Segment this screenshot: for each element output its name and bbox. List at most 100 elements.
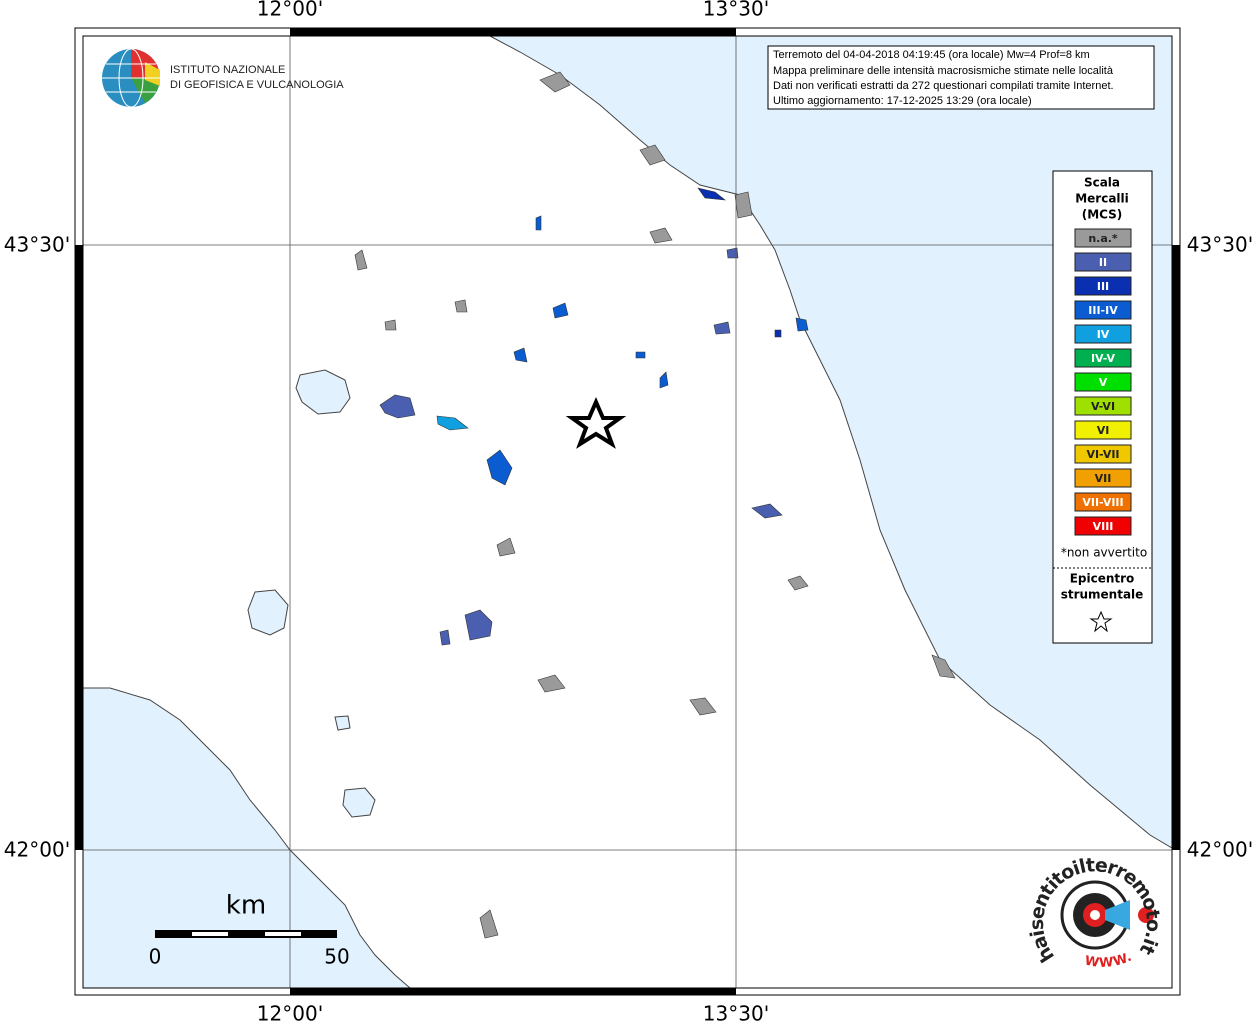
- scale-unit: km: [226, 891, 266, 921]
- lake: [247, 589, 289, 636]
- lake: [334, 715, 351, 731]
- badge-target: [1090, 910, 1100, 920]
- lat-label: 42°00': [4, 838, 70, 862]
- legend: Scala Mercalli (MCS) *non avvertito Epic…: [1052, 170, 1153, 644]
- town: [513, 347, 528, 363]
- town: [454, 299, 468, 313]
- frame-bar: [75, 245, 83, 850]
- legend-swatch: [1074, 396, 1132, 416]
- scale-start: 0: [149, 945, 162, 969]
- town: [535, 215, 542, 231]
- legend-label: n.a.*: [1088, 232, 1118, 245]
- legend-label: VIII: [1093, 520, 1114, 533]
- lat-label: 43°30': [4, 233, 70, 257]
- town: [795, 317, 809, 332]
- town: [464, 609, 493, 641]
- lon-label: 13°30': [703, 0, 769, 21]
- town: [439, 629, 451, 646]
- legend-label: VII: [1095, 472, 1112, 485]
- legend-swatch: [1074, 348, 1132, 368]
- legend-swatch: [1074, 444, 1132, 464]
- town: [379, 394, 416, 419]
- legend-swatch: [1074, 492, 1132, 512]
- town: [639, 144, 666, 166]
- legend-label: IV: [1097, 328, 1110, 341]
- frame-bar: [290, 28, 736, 36]
- town: [734, 191, 753, 219]
- legend-epicenter: Epicentro: [1070, 572, 1135, 586]
- scale-bar-segment: [265, 932, 301, 936]
- legend-swatch: [1074, 228, 1132, 248]
- epicenter-star: [565, 397, 627, 449]
- town: [659, 371, 669, 389]
- town: [436, 415, 469, 431]
- legend-label: II: [1099, 256, 1107, 269]
- legend-swatch: [1074, 468, 1132, 488]
- legend-label: VI: [1097, 424, 1110, 437]
- lake: [342, 787, 376, 818]
- town: [479, 909, 499, 939]
- scale-bar-body: [155, 930, 337, 938]
- town: [689, 697, 717, 716]
- info-line: Dati non verificati estratti da 272 ques…: [773, 80, 1114, 92]
- legend-title: (MCS): [1082, 208, 1123, 222]
- badge-question: [1138, 907, 1154, 923]
- ingv-logo: ISTITUTO NAZIONALE DI GEOFISICA E VULCAN…: [102, 48, 344, 108]
- town: [726, 247, 739, 259]
- town: [931, 654, 956, 679]
- badge-speaker: [1105, 900, 1130, 930]
- logo-text: ISTITUTO NAZIONALE: [170, 64, 285, 76]
- adriatic-sea: [489, 35, 1173, 849]
- logo-text: DI GEOFISICA E VULCANOLOGIA: [170, 79, 344, 91]
- town: [537, 674, 566, 693]
- legend-swatch: [1074, 252, 1132, 272]
- town: [649, 227, 673, 244]
- scale-end: 50: [324, 945, 349, 969]
- lat-label: 43°30': [1187, 233, 1253, 257]
- info-line: Ultimo aggiornamento: 17-12-2025 13:29 (…: [773, 95, 1032, 107]
- town: [751, 503, 783, 519]
- town: [787, 575, 809, 591]
- legend-label: V-VI: [1091, 400, 1115, 413]
- towns: [354, 71, 956, 939]
- legend-label: V: [1099, 376, 1108, 389]
- lon-label: 13°30': [703, 1002, 769, 1025]
- info-box: [767, 45, 1155, 110]
- legend-swatch: [1074, 420, 1132, 440]
- town: [496, 537, 516, 557]
- lon-label: 12°00': [257, 1002, 323, 1025]
- logo-sector: [145, 62, 160, 86]
- town: [774, 329, 782, 338]
- legend-label: VII-VIII: [1082, 496, 1123, 509]
- town: [635, 351, 646, 359]
- legend-title: Scala: [1084, 176, 1120, 190]
- town: [713, 321, 731, 335]
- town: [486, 449, 513, 486]
- frame-bar: [1172, 245, 1180, 850]
- legend-label: VI-VII: [1086, 448, 1119, 461]
- town: [539, 71, 571, 93]
- legend-label: III: [1097, 280, 1109, 293]
- town: [697, 187, 726, 201]
- scale-bar-segment: [192, 932, 228, 936]
- legend-swatch: [1074, 372, 1132, 392]
- town: [354, 249, 368, 271]
- lon-label: 12°00': [257, 0, 323, 21]
- frame-bar: [290, 988, 736, 995]
- legend-epicenter: strumentale: [1061, 588, 1144, 602]
- lake: [295, 369, 351, 415]
- legend-swatch: [1074, 300, 1132, 320]
- info-line: Terremoto del 04-04-2018 04:19:45 (ora l…: [773, 49, 1090, 61]
- scale-bar: km 0 50: [149, 891, 350, 969]
- legend-swatch: [1074, 516, 1132, 536]
- info-line: Mappa preliminare delle intensità macros…: [773, 65, 1114, 77]
- graticule: [83, 36, 1172, 988]
- legend-star: [1089, 610, 1113, 633]
- legend-swatch: [1074, 276, 1132, 296]
- legend-label: IV-V: [1091, 352, 1116, 365]
- legend-swatch: [1074, 324, 1132, 344]
- logo-sector: [131, 78, 160, 103]
- legend-note: *non avvertito: [1061, 546, 1147, 560]
- hsit-badge: haisentitoilterremoto.it WWW.: [1025, 854, 1164, 971]
